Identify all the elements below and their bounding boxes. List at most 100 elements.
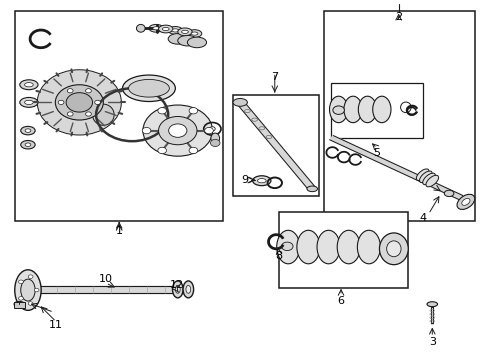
Ellipse shape: [419, 171, 432, 183]
Circle shape: [86, 112, 91, 116]
Ellipse shape: [172, 281, 183, 298]
Ellipse shape: [24, 100, 33, 104]
Ellipse shape: [55, 85, 103, 120]
Circle shape: [205, 127, 213, 134]
Text: 7: 7: [271, 72, 278, 82]
Ellipse shape: [416, 169, 429, 180]
Text: 3: 3: [429, 337, 436, 347]
Ellipse shape: [191, 32, 198, 35]
Ellipse shape: [178, 28, 192, 36]
Circle shape: [189, 147, 197, 154]
Ellipse shape: [358, 96, 377, 123]
Ellipse shape: [162, 27, 169, 31]
Circle shape: [189, 108, 197, 114]
Circle shape: [158, 108, 167, 114]
Ellipse shape: [329, 96, 348, 123]
Circle shape: [67, 112, 73, 116]
Ellipse shape: [387, 241, 401, 257]
Ellipse shape: [149, 24, 163, 32]
Text: 4: 4: [419, 213, 426, 223]
Ellipse shape: [37, 70, 122, 135]
Polygon shape: [237, 101, 316, 190]
Ellipse shape: [159, 25, 173, 33]
Ellipse shape: [20, 80, 38, 90]
Ellipse shape: [457, 194, 475, 210]
Ellipse shape: [128, 80, 170, 97]
Ellipse shape: [122, 75, 175, 102]
Bar: [233, 95, 319, 196]
Ellipse shape: [175, 285, 180, 293]
Ellipse shape: [24, 83, 33, 87]
Circle shape: [19, 280, 24, 284]
Ellipse shape: [25, 143, 31, 147]
Ellipse shape: [257, 179, 266, 183]
Ellipse shape: [423, 173, 436, 185]
Text: 6: 6: [338, 296, 344, 306]
Bar: [331, 83, 423, 138]
Circle shape: [281, 242, 293, 251]
Bar: [279, 212, 408, 288]
Ellipse shape: [186, 285, 191, 293]
Text: 11: 11: [49, 320, 63, 330]
Ellipse shape: [307, 186, 318, 192]
Text: 5: 5: [373, 148, 381, 158]
Ellipse shape: [373, 96, 391, 123]
Ellipse shape: [93, 104, 114, 125]
Ellipse shape: [168, 33, 187, 44]
Ellipse shape: [187, 30, 202, 37]
Ellipse shape: [182, 30, 188, 33]
Circle shape: [158, 147, 167, 154]
Ellipse shape: [21, 140, 35, 149]
Ellipse shape: [15, 270, 41, 310]
Circle shape: [58, 100, 64, 104]
Ellipse shape: [379, 233, 408, 265]
Ellipse shape: [25, 129, 31, 132]
Ellipse shape: [172, 29, 179, 32]
Circle shape: [34, 288, 39, 292]
Circle shape: [28, 275, 33, 278]
Bar: [14, 302, 25, 308]
Ellipse shape: [277, 230, 300, 264]
Ellipse shape: [187, 37, 207, 48]
Text: 12: 12: [170, 280, 184, 290]
Ellipse shape: [66, 93, 93, 112]
Ellipse shape: [153, 27, 160, 30]
Ellipse shape: [462, 198, 470, 205]
Ellipse shape: [178, 35, 197, 46]
Circle shape: [333, 106, 344, 114]
Circle shape: [210, 139, 220, 147]
Text: 10: 10: [99, 274, 113, 284]
Bar: [16, 11, 223, 221]
Text: 1: 1: [116, 226, 122, 236]
Ellipse shape: [21, 279, 35, 301]
Text: 8: 8: [275, 251, 282, 261]
Circle shape: [19, 297, 24, 300]
Ellipse shape: [337, 230, 360, 264]
Text: 2: 2: [395, 12, 402, 22]
Circle shape: [95, 100, 100, 104]
Ellipse shape: [169, 124, 187, 137]
Ellipse shape: [14, 301, 24, 307]
Ellipse shape: [143, 105, 213, 156]
Ellipse shape: [427, 302, 438, 307]
Ellipse shape: [444, 190, 454, 197]
Polygon shape: [38, 286, 192, 293]
Circle shape: [67, 89, 73, 93]
Ellipse shape: [426, 175, 439, 187]
Ellipse shape: [297, 230, 320, 264]
Text: 9: 9: [242, 175, 248, 185]
Ellipse shape: [344, 96, 362, 123]
Ellipse shape: [211, 133, 220, 144]
Polygon shape: [330, 136, 463, 200]
Circle shape: [142, 127, 151, 134]
Ellipse shape: [21, 126, 35, 135]
Ellipse shape: [317, 230, 340, 264]
Circle shape: [28, 302, 33, 305]
Ellipse shape: [357, 230, 380, 264]
Circle shape: [86, 89, 91, 93]
Ellipse shape: [233, 99, 247, 106]
Ellipse shape: [253, 176, 271, 186]
Ellipse shape: [168, 27, 183, 34]
Ellipse shape: [183, 281, 194, 298]
Bar: [324, 11, 475, 221]
